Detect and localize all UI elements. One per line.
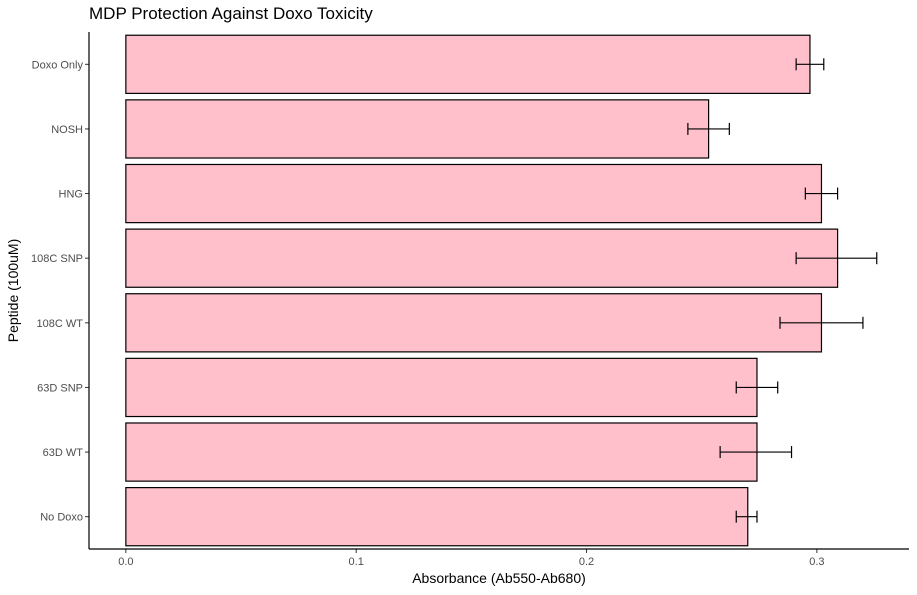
bar [125, 487, 749, 547]
y-tick-label: 63D SNP [37, 382, 83, 394]
y-tick-label: No Doxo [40, 512, 83, 524]
bar [125, 357, 758, 418]
bar [125, 163, 823, 224]
y-tick-label: NOSH [51, 124, 83, 136]
bar [125, 99, 710, 159]
x-tick-label: 0.1 [349, 556, 364, 568]
y-tick-label: 108C WT [37, 318, 84, 330]
bar [125, 228, 839, 288]
y-tick-label: 108C SNP [31, 253, 83, 265]
x-tick-label: 0.3 [809, 556, 824, 568]
chart-title: MDP Protection Against Doxo Toxicity [89, 4, 373, 23]
x-tick-label: 0.2 [579, 556, 594, 568]
x-axis-title: Absorbance (Ab550-Ab680) [412, 570, 586, 586]
y-tick-label: 63D WT [43, 447, 84, 459]
bar [125, 34, 811, 94]
bar [125, 293, 823, 353]
x-tick-label: 0.0 [118, 556, 133, 568]
y-tick-label: Doxo Only [32, 59, 84, 71]
y-tick-label: HNG [59, 189, 83, 201]
bar [125, 422, 758, 482]
y-axis-title: Peptide (100uM) [5, 239, 21, 343]
